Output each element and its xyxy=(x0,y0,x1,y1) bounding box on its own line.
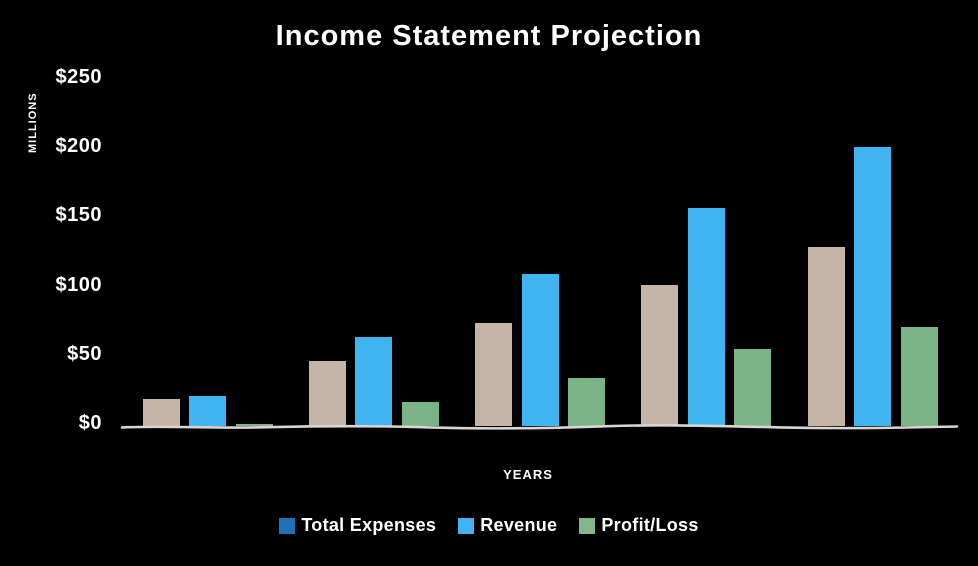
legend-label: Total Expenses xyxy=(301,515,437,535)
legend-swatch-icon xyxy=(279,517,296,534)
x-axis-title: YEARS xyxy=(503,467,553,482)
bar-total-expenses xyxy=(475,322,513,427)
bar-revenue xyxy=(687,207,725,427)
bar-profit-loss xyxy=(734,348,772,427)
bar-total-expenses xyxy=(308,361,346,427)
bar-profit-loss xyxy=(568,378,606,427)
bar-revenue xyxy=(189,396,226,427)
chart-title: Income Statement Projection xyxy=(275,20,703,52)
y-tick-label: $150 xyxy=(55,204,102,227)
bar-total-expenses xyxy=(807,246,845,427)
legend-item: Profit/Loss xyxy=(579,515,698,536)
bar-total-expenses xyxy=(142,398,180,427)
bar-revenue xyxy=(521,274,559,427)
y-tick-label: $100 xyxy=(55,273,102,296)
legend-label: Profit/Loss xyxy=(601,515,699,535)
legend: Total Expenses Revenue Profit/Loss xyxy=(0,515,978,536)
bar-profit-loss xyxy=(401,401,439,427)
bar-revenue xyxy=(854,146,892,427)
bar-profit-loss xyxy=(900,326,938,427)
y-tick-label: $0 xyxy=(78,412,102,434)
legend-item: Revenue xyxy=(458,515,557,536)
legend-swatch-icon xyxy=(458,517,475,534)
legend-swatch-icon xyxy=(579,517,596,534)
y-tick-label: $250 xyxy=(55,66,102,88)
legend-label: Revenue xyxy=(480,515,558,535)
y-tick-label: $200 xyxy=(55,135,102,158)
y-tick-label: $50 xyxy=(67,342,102,365)
bar-total-expenses xyxy=(641,285,679,427)
legend-item: Total Expenses xyxy=(279,515,436,536)
bar-revenue xyxy=(355,336,393,427)
bar-profit-loss xyxy=(235,423,273,427)
